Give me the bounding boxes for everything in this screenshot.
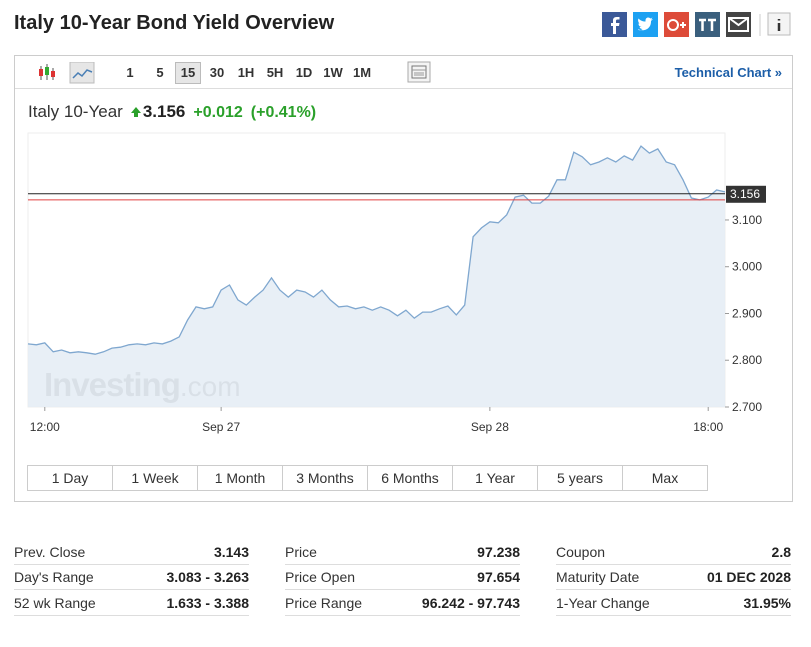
interval-button[interactable]: 5H: [266, 65, 284, 80]
price-change: +0.012: [193, 104, 243, 121]
interval-button[interactable]: 1D: [295, 65, 313, 80]
range-button[interactable]: 3 Months: [283, 466, 368, 490]
stat-value: 01 DEC 2028: [706, 568, 791, 585]
up-arrow: [130, 107, 141, 117]
price-change-percent: (+0.41%): [250, 104, 317, 121]
chart-toolbar: 1 5 15 30 1H 5H 1D 1W 1M Technical Chart »: [15, 56, 792, 89]
stat-value: 96.242 - 97.743: [421, 594, 520, 611]
stat-row: Day's Range 3.083 - 3.263: [14, 564, 249, 590]
y-tick-label: 3.000: [732, 260, 762, 274]
stat-value: 2.8: [771, 543, 791, 560]
interval-button[interactable]: 1W: [323, 65, 343, 80]
stat-row: Maturity Date 01 DEC 2028: [556, 564, 791, 590]
y-tick-label: 2.800: [732, 353, 762, 367]
range-button[interactable]: 1 Week: [113, 466, 198, 490]
stocktwits-icon[interactable]: [695, 12, 720, 37]
last-price-tag: [726, 185, 766, 203]
stat-label: Price: [285, 543, 317, 560]
quote-line: Italy 10-Year 3.156 +0.012 (+0.41%): [28, 102, 316, 122]
last-price-tag-label: 3.156: [730, 187, 760, 201]
interval-button[interactable]: 1M: [352, 65, 372, 80]
stat-value: 31.95%: [743, 594, 791, 611]
share-icons: [602, 12, 791, 37]
range-button[interactable]: Max: [651, 470, 679, 486]
candle-icon[interactable]: [39, 64, 55, 80]
range-selector: 1 Day 1 Week 1 Month 3 Months 6 Months 1 Year…: [27, 465, 708, 491]
page-title: Italy 10-Year Bond Yield Overview: [14, 12, 335, 34]
stat-label: Price Open: [285, 568, 356, 585]
stat-label: 1-Year Change: [556, 594, 650, 611]
stat-label: Prev. Close: [14, 543, 86, 560]
stat-label: Price Range: [285, 594, 363, 611]
stat-label: 52 wk Range: [14, 594, 96, 611]
line-icon[interactable]: [69, 62, 95, 84]
stat-label: Coupon: [556, 543, 606, 560]
range-button[interactable]: 1 Month: [198, 466, 283, 490]
range-button[interactable]: 1 Year: [453, 466, 538, 490]
line-area: [28, 146, 725, 407]
y-tick-label: 2.700: [732, 400, 762, 414]
instrument-name: Italy 10-Year: [28, 102, 123, 121]
stat-row: Price 97.238: [285, 539, 520, 565]
stat-row: Coupon 2.8: [556, 539, 791, 565]
stat-value: 3.083 - 3.263: [166, 568, 249, 585]
stat-row: 1-Year Change 31.95%: [556, 590, 791, 616]
stat-value: 97.654: [477, 568, 520, 585]
interval-button[interactable]: 15: [175, 62, 201, 84]
x-tick-label: Sep 28: [471, 420, 509, 434]
stat-value: 1.633 - 3.388: [166, 594, 249, 611]
stat-label: Day's Range: [14, 568, 94, 585]
technical-chart-link[interactable]: Technical Chart »: [674, 65, 782, 80]
y-tick-label: 2.900: [732, 306, 762, 320]
x-tick-label: 12:00: [30, 420, 60, 434]
range-button[interactable]: 5 years: [538, 466, 623, 490]
range-button[interactable]: 1 Day: [28, 466, 113, 490]
stat-row: 52 wk Range 1.633 - 3.388: [14, 590, 249, 616]
x-tick-label: 18:00: [693, 420, 723, 434]
chart-panel: [14, 55, 793, 502]
y-tick-label: 3.100: [732, 213, 762, 227]
interval-button[interactable]: 1: [126, 65, 134, 80]
interval-button[interactable]: 5: [156, 65, 164, 80]
chart-type-icons: [39, 62, 95, 84]
x-tick-label: Sep 27: [202, 420, 240, 434]
price-line: [27, 145, 726, 355]
stat-value: 3.143: [213, 543, 249, 560]
last-price: 3.156: [142, 102, 186, 121]
calendar-icon[interactable]: [407, 61, 431, 83]
interval-button[interactable]: 30: [209, 65, 225, 80]
stat-value: 97.238: [477, 543, 520, 560]
chart: Investing.com2.7002.8002.9003.0003.10012…: [27, 132, 766, 434]
stat-row: Prev. Close 3.143: [14, 539, 249, 565]
interval-button[interactable]: 1H: [237, 65, 255, 80]
range-button[interactable]: 6 Months: [368, 466, 453, 490]
stat-row: Price Open 97.654: [285, 564, 520, 590]
stat-row: Price Range 96.242 - 97.743: [285, 590, 520, 616]
stat-label: Maturity Date: [556, 568, 640, 585]
